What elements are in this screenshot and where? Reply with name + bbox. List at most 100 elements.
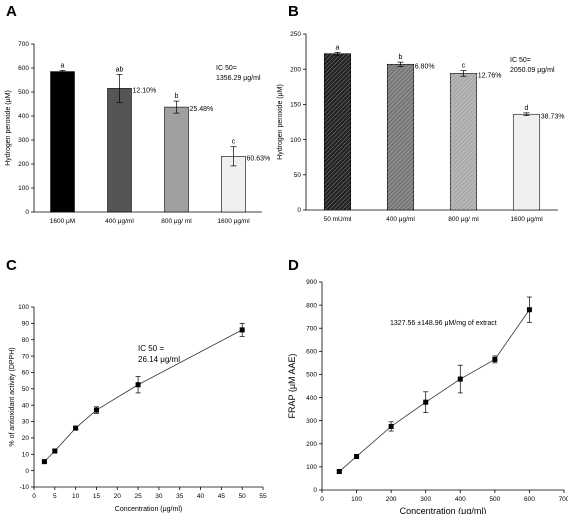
data-point — [239, 327, 245, 333]
panel-letter-d: D — [288, 257, 299, 274]
x-tick-label: 25 — [134, 493, 142, 500]
y-tick-label: 100 — [18, 304, 29, 311]
x-tick-label: 0 — [32, 493, 36, 500]
y-tick-label: 0 — [313, 487, 317, 494]
data-point — [336, 469, 342, 475]
y-tick-label: 800 — [306, 302, 317, 309]
annotation: 1327.56 ±148.96 μM/mg of extract — [390, 320, 497, 327]
y-tick-label: 500 — [306, 372, 317, 379]
y-tick-label: 50 — [22, 386, 30, 393]
panel-letter-b: B — [288, 3, 299, 20]
y-tick-label: 0 — [297, 207, 301, 214]
y-tick-label: 300 — [306, 418, 317, 425]
y-tick-label: 10 — [22, 451, 30, 458]
x-tick-label: 500 — [489, 496, 500, 503]
y-tick-label: 200 — [306, 441, 317, 448]
y-tick-label: -10 — [20, 484, 30, 491]
x-tick-label: 800 μg/ ml — [161, 218, 192, 225]
y-tick-label: 200 — [290, 66, 301, 73]
y-tick-label: 400 — [306, 395, 317, 402]
annotation: 26.14 μg/ml — [138, 355, 180, 364]
y-tick-label: 20 — [22, 435, 30, 442]
x-tick-label: 40 — [197, 493, 205, 500]
percent-label: 12.76% — [478, 72, 502, 79]
chart-panel-d: 0 100 200 300 400 500 600 700 800 900 0 100 200 300 40… — [287, 279, 568, 514]
chart-panel-b: 0 50 100 150 200 250 a 50 mU/ml b 6.80% 400 μg/ml c… — [277, 31, 564, 223]
data-point — [354, 453, 360, 459]
y-tick-label: 200 — [18, 161, 29, 168]
x-tick-label: 400 μg/ml — [105, 218, 134, 225]
x-tick-label: 600 — [524, 496, 535, 503]
data-point — [73, 425, 79, 431]
y-tick-label: 30 — [22, 419, 30, 426]
x-tick-label: 1600 μg/ml — [510, 216, 543, 223]
ic50-annotation: 1356.29 μg/ml — [216, 75, 261, 82]
y-tick-label: 0 — [25, 209, 29, 216]
series-line — [339, 309, 530, 472]
data-point — [423, 399, 429, 405]
x-tick-label: 700 — [559, 496, 568, 503]
y-tick-label: 100 — [306, 464, 317, 471]
significance-letter: b — [175, 93, 179, 100]
significance-letter: ab — [116, 66, 124, 73]
x-tick-label: 5 — [53, 493, 57, 500]
y-tick-label: 700 — [18, 41, 29, 48]
y-tick-label: 600 — [18, 65, 29, 72]
y-axis-label: % of antioxidant activity (DPPH) — [9, 347, 16, 446]
x-tick-label: 800 μg/ ml — [448, 216, 479, 223]
y-tick-label: 90 — [22, 321, 30, 328]
y-tick-label: 500 — [18, 89, 29, 96]
data-point — [492, 356, 498, 362]
bar-hatch — [450, 73, 477, 210]
y-tick-label: 700 — [306, 325, 317, 332]
y-tick-label: 0 — [25, 468, 29, 475]
data-point — [526, 307, 532, 313]
x-tick-label: 10 — [72, 493, 80, 500]
panel-letter-c: C — [6, 257, 17, 274]
x-tick-label: 1600 μg/ml — [217, 218, 250, 225]
percent-label: 6.80% — [415, 63, 435, 70]
y-axis-label: FRAP (μM AAE) — [287, 353, 297, 418]
bar-hatch — [513, 114, 540, 210]
data-point — [388, 423, 394, 429]
data-point — [457, 376, 463, 382]
bar-hatch — [387, 64, 414, 210]
significance-letter: b — [399, 54, 403, 61]
y-tick-label: 900 — [306, 279, 317, 286]
bar — [107, 88, 132, 213]
x-tick-label: 15 — [93, 493, 101, 500]
y-tick-label: 80 — [22, 337, 30, 344]
y-tick-label: 100 — [18, 185, 29, 192]
y-tick-label: 150 — [290, 102, 301, 109]
x-tick-label: 20 — [114, 493, 122, 500]
y-tick-label: 100 — [290, 137, 301, 144]
y-tick-label: 60 — [22, 370, 30, 377]
data-point — [135, 382, 141, 388]
significance-letter: d — [525, 105, 529, 112]
percent-label: 60.63% — [246, 155, 270, 162]
data-point — [52, 448, 58, 454]
x-axis-label: Concentration (μg/ml) — [400, 506, 487, 514]
y-tick-label: 400 — [18, 113, 29, 120]
x-tick-label: 100 — [351, 496, 362, 503]
percent-label: 25.48% — [189, 106, 213, 113]
panel-letter-a: A — [6, 3, 17, 20]
ic50-annotation: IC 50= — [216, 65, 237, 72]
y-tick-label: 250 — [290, 31, 301, 38]
x-tick-label: 200 — [386, 496, 397, 503]
ic50-annotation: 2050.09 μg/ml — [510, 67, 555, 74]
ic50-annotation: IC 50= — [510, 57, 531, 64]
x-tick-label: 45 — [218, 493, 226, 500]
chart-panel-a: 0 100 200 300 400 500 600 700 a 1600 μM ab 12.10% 40… — [5, 41, 270, 225]
x-tick-label: 0 — [320, 496, 324, 503]
y-tick-label: 70 — [22, 353, 30, 360]
x-tick-label: 55 — [259, 493, 267, 500]
y-tick-label: 40 — [22, 402, 30, 409]
x-tick-label: 1600 μM — [50, 218, 75, 225]
x-tick-label: 400 μg/ml — [386, 216, 415, 223]
bar — [164, 106, 189, 213]
annotation: IC 50 = — [138, 344, 164, 353]
y-axis-label: Hydrogen peroxide (μM) — [5, 90, 12, 166]
significance-letter: a — [61, 62, 65, 69]
